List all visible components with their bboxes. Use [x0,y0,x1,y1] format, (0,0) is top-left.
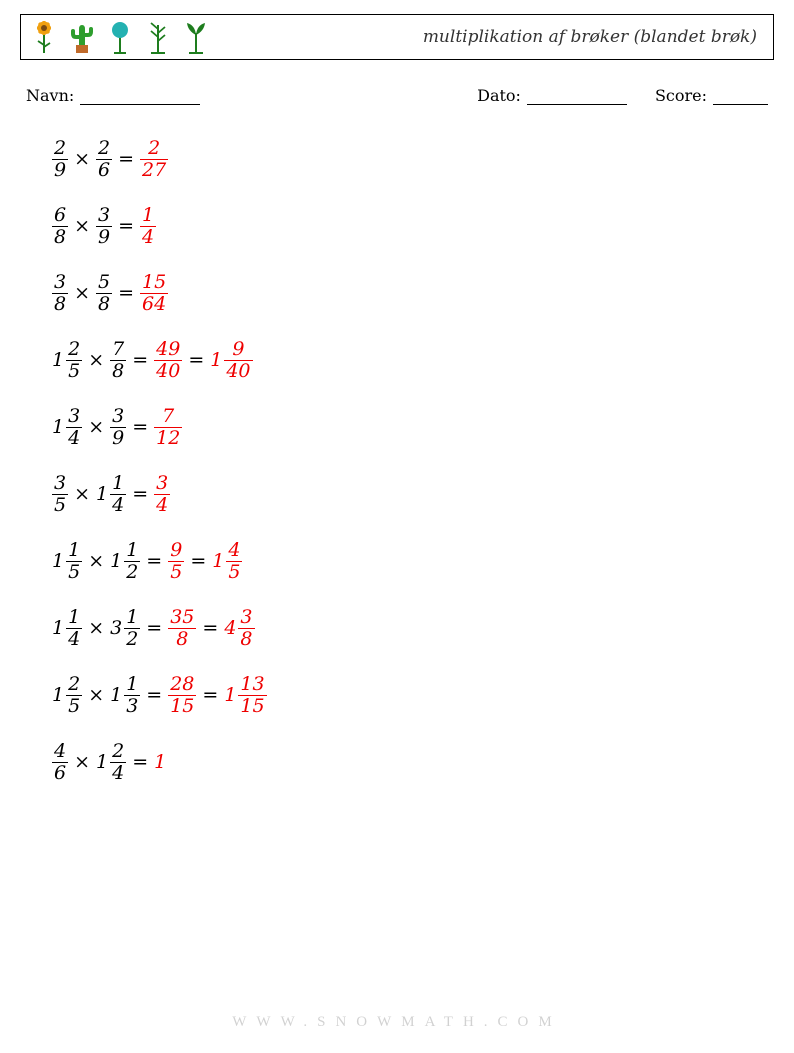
fraction: 26 [96,139,112,180]
plant-icons [31,19,209,55]
answer-whole: 1 [154,753,166,772]
problem-row: 134 × 39 = 712 [52,407,774,448]
operator: = [146,619,162,638]
operator: = [188,351,204,370]
answer-fraction: 95 [168,541,184,582]
operator: = [190,552,206,571]
fraction: 58 [96,273,112,314]
name-label: Navn: [26,86,74,105]
fraction: 13 [124,675,140,716]
fraction: 12 [124,541,140,582]
operator: × [74,485,90,504]
answer-fraction: 14 [140,206,156,247]
bush-tree-icon [107,19,133,55]
operator: = [118,284,134,303]
operator: × [74,217,90,236]
fraction: 29 [52,139,68,180]
operator: × [88,686,104,705]
cactus-icon [69,19,95,55]
fraction: 39 [96,206,112,247]
mixed-number: 125 [52,340,82,381]
fraction: 45 [226,541,242,582]
answer-fraction: 712 [154,407,182,448]
fraction: 38 [52,273,68,314]
problem-row: 29 × 26 = 227 [52,139,774,180]
mixed-number: 115 [52,541,82,582]
operator: = [118,217,134,236]
operator: = [132,418,148,437]
problem-row: 46 × 124 = 1 [52,742,774,783]
problem-row: 38 × 58 = 1564 [52,273,774,314]
operator: × [88,351,104,370]
operator: × [88,552,104,571]
problem-row: 115 × 112 = 95 = 145 [52,541,774,582]
operator: = [132,753,148,772]
answer-mixed: 11315 [224,675,266,716]
name-blank[interactable] [80,86,200,105]
date-label: Dato: [477,86,521,105]
operator: × [88,418,104,437]
fraction: 25 [66,675,82,716]
score-blank[interactable] [713,86,768,105]
fraction: 39 [110,407,126,448]
score-label: Score: [655,86,707,105]
problems-list: 29×26=22768×39=1438×58=1564125×78=4940=1… [20,139,774,783]
fraction: 68 [52,206,68,247]
mixed-number: 113 [110,675,140,716]
fraction: 940 [224,340,252,381]
fraction: 34 [66,407,82,448]
fraction: 25 [66,340,82,381]
operator: = [146,552,162,571]
answer-fraction: 4940 [154,340,182,381]
header-box: multiplikation af brøker (blandet brøk) [20,14,774,60]
operator: × [88,619,104,638]
fraction: 15 [66,541,82,582]
fraction: 78 [110,340,126,381]
watermark: WWW.SNOWMATH.COM [0,1014,794,1031]
operator: = [146,686,162,705]
answer-fraction: 227 [140,139,168,180]
answer-fraction: 358 [168,608,196,649]
operator: = [202,619,218,638]
answer-fraction: 1564 [140,273,168,314]
answer-mixed: 1940 [210,340,252,381]
mixed-number: 312 [110,608,140,649]
mixed-number: 124 [96,742,126,783]
problem-row: 125 × 113 = 2815 = 11315 [52,675,774,716]
sprout-icon [183,19,209,55]
fraction: 14 [110,474,126,515]
mixed-number: 134 [52,407,82,448]
answer-mixed: 145 [212,541,242,582]
answer-fraction: 34 [154,474,170,515]
fraction: 14 [66,608,82,649]
fraction: 46 [52,742,68,783]
reed-icon [145,19,171,55]
mixed-number: 114 [52,608,82,649]
meta-row: Navn: Dato: Score: [20,86,774,105]
mixed-number: 114 [96,474,126,515]
problem-row: 114 × 312 = 358 = 438 [52,608,774,649]
fraction: 24 [110,742,126,783]
problem-row: 35 × 114 = 34 [52,474,774,515]
date-blank[interactable] [527,86,627,105]
operator: × [74,150,90,169]
operator: = [118,150,134,169]
worksheet-title: multiplikation af brøker (blandet brøk) [423,27,763,47]
problem-row: 125 × 78 = 4940 = 1940 [52,340,774,381]
fraction: 35 [52,474,68,515]
answer-mixed: 438 [224,608,254,649]
problem-row: 68 × 39 = 14 [52,206,774,247]
operator: × [74,284,90,303]
fraction: 1315 [238,675,266,716]
answer-fraction: 2815 [168,675,196,716]
fraction: 12 [124,608,140,649]
operator: = [202,686,218,705]
operator: = [132,351,148,370]
mixed-number: 125 [52,675,82,716]
fraction: 38 [238,608,254,649]
operator: × [74,753,90,772]
operator: = [132,485,148,504]
sunflower-icon [31,19,57,55]
mixed-number: 112 [110,541,140,582]
